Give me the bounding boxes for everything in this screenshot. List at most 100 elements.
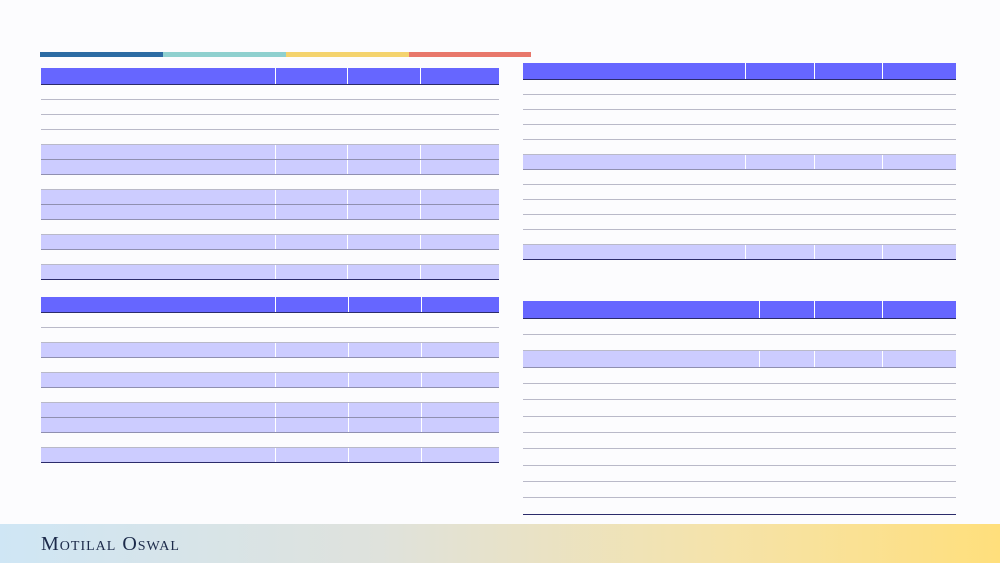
stripe-segment-4 [409,52,531,57]
table-row [41,357,499,373]
table-row [523,367,956,384]
table-value-cell [274,144,348,160]
table-label-cell [523,94,745,110]
table-label-cell [523,367,759,384]
table-value-cell [347,204,421,220]
table-row-highlighted [523,154,956,170]
table-row-highlighted [41,234,499,250]
table-value-cell [347,219,421,235]
table-label-cell [41,249,276,265]
table-value-cell [420,159,499,175]
table-row [41,219,499,235]
table-value-cell [420,99,499,115]
table-value-cell [813,154,882,170]
table-row [523,79,956,95]
table-value-cell [814,214,882,230]
table-value-cell [882,481,956,498]
table-row-highlighted [41,372,499,388]
table-row [523,214,956,230]
table-value-cell [882,383,956,400]
table-value-cell [420,372,499,388]
table-row [523,169,956,185]
table-value-cell [882,139,956,155]
table-row-highlighted [41,189,499,205]
table-label-cell [523,481,759,498]
stripe-segment-1 [40,52,163,57]
table-row [523,184,956,200]
table-value-cell [347,402,421,418]
table-value-cell [347,159,421,175]
table-value-cell [759,481,814,498]
table-value-cell [420,68,499,85]
table-value-cell [347,234,421,250]
table-value-cell [814,199,882,215]
table-label-cell [41,264,276,280]
table-value-cell [274,297,348,313]
table-value-cell [814,229,882,245]
table-label-cell [41,417,275,433]
table-label-cell [523,334,759,351]
table-value-cell [814,481,882,498]
table-row [523,229,956,245]
table-value-cell [882,94,956,110]
table-value-cell [420,189,499,205]
table-value-cell [275,312,348,328]
data-table-top-left [41,68,499,280]
table-row [41,312,499,328]
table-row-highlighted [523,244,956,260]
table-value-cell [814,94,882,110]
table-label-cell [523,169,745,185]
table-value-cell [759,497,814,515]
table-label-cell [41,327,275,343]
table-value-cell [814,416,882,433]
table-row [523,416,956,433]
table-row-highlighted [41,159,499,175]
table-label-cell [41,297,275,313]
table-value-cell [882,399,956,417]
table-value-cell [814,318,882,335]
table-value-cell [814,432,882,449]
table-label-cell [41,174,276,190]
data-table-bottom-left [41,297,499,463]
table-value-cell [275,219,348,235]
table-row [523,448,956,466]
table-value-cell [347,297,421,313]
table-row-highlighted [523,350,956,368]
table-value-cell [348,387,421,403]
table-row [523,109,956,125]
stripe-segment-2 [163,52,286,57]
table-value-cell [759,448,814,466]
table-value-cell [274,402,348,418]
table-value-cell [348,312,421,328]
table-value-cell [881,154,956,170]
table-label-cell [41,129,276,145]
table-value-cell [274,204,348,220]
table-label-cell [41,447,275,463]
table-label-cell [41,402,275,418]
table-label-cell [41,68,276,85]
table-value-cell [420,249,499,265]
table-value-cell [814,124,882,140]
table-label-cell [523,350,759,368]
table-label-cell [523,497,759,515]
table-value-cell [420,402,499,418]
table-row [523,497,956,515]
table-value-cell [759,318,814,335]
table-value-cell [347,68,421,85]
table-row-highlighted [41,204,499,220]
table-value-cell [348,357,421,373]
table-label-cell [523,416,759,433]
table-row-highlighted [41,402,499,418]
table-label-cell [41,144,276,160]
table-label-cell [523,229,745,245]
table-value-cell [347,447,421,463]
table-value-cell [814,465,882,482]
table-row [41,114,499,130]
table-row-highlighted [41,342,499,358]
table-label-cell [41,372,275,388]
table-row [41,327,499,343]
table-value-cell [759,367,814,384]
table-value-cell [274,447,348,463]
table-value-cell [759,334,814,351]
table-header-row [523,301,956,319]
